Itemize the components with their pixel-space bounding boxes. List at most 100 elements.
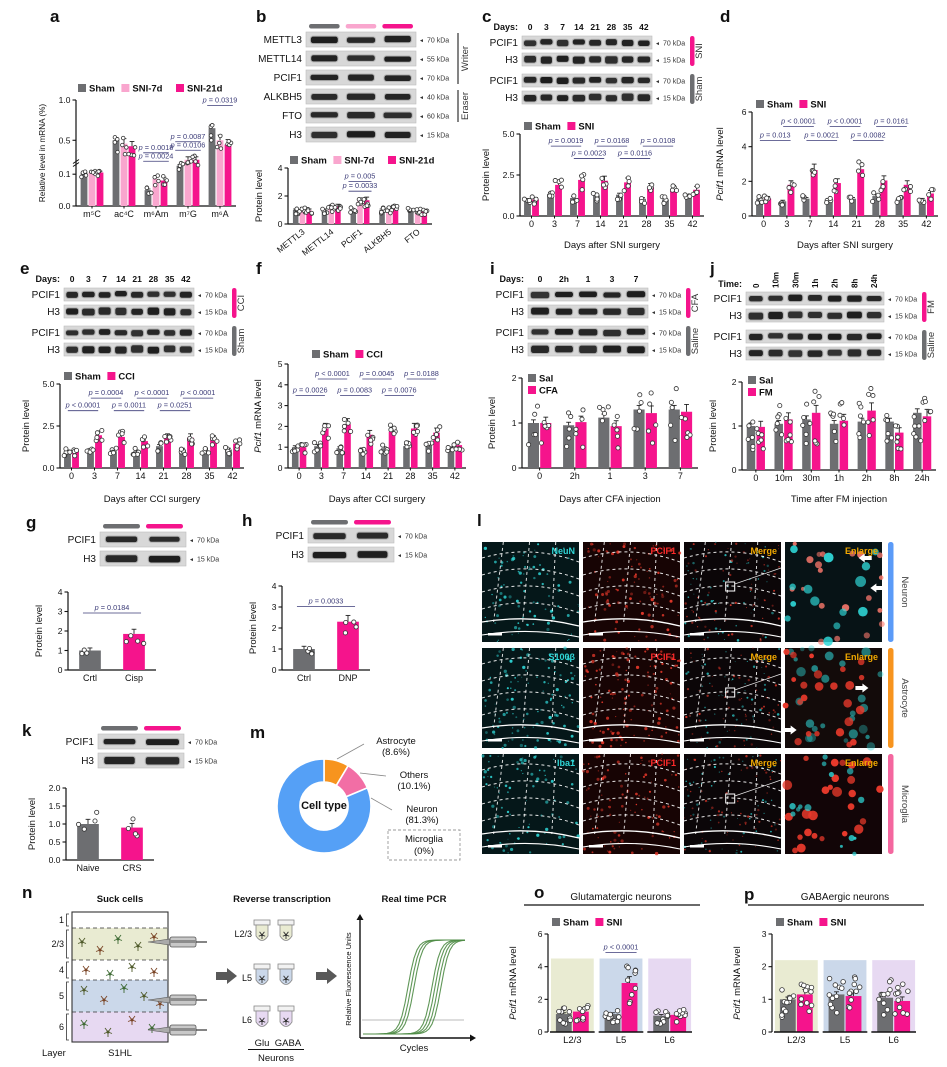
category-label: 0 xyxy=(537,471,542,481)
blot-band xyxy=(147,291,160,297)
bar xyxy=(578,179,585,216)
y-axis-label: Protein level xyxy=(248,602,259,654)
bar xyxy=(802,198,810,216)
p-value: p = 0.0168 xyxy=(594,136,630,145)
blot-band xyxy=(556,39,569,47)
group-side-label: CCI xyxy=(236,295,247,311)
protein-label: PCIF1 xyxy=(490,38,519,49)
panel-d-label: d xyxy=(720,7,731,26)
blot-strip xyxy=(307,527,395,544)
bar xyxy=(123,633,145,670)
y-axis-label: Protein level xyxy=(481,149,492,201)
svg-text:2: 2 xyxy=(272,623,277,633)
svg-text:0.0: 0.0 xyxy=(43,463,55,473)
kda-label: 70 kDa xyxy=(427,76,449,83)
roi-box xyxy=(725,793,736,804)
blot-band xyxy=(768,311,783,320)
y-axis-label: Pcif1 mRNA level xyxy=(508,946,519,1019)
data-dots xyxy=(556,963,688,1027)
blot-band xyxy=(578,308,598,315)
tube-icon xyxy=(255,1010,269,1027)
bar xyxy=(616,194,623,216)
bar xyxy=(202,451,209,468)
panel-k-label: k xyxy=(22,721,32,740)
svg-text:SNI: SNI xyxy=(810,100,826,111)
blot-band xyxy=(540,56,552,64)
svg-text:2.5: 2.5 xyxy=(43,421,55,431)
category-label: 1h xyxy=(834,473,844,483)
p-value: p = 0.0116 xyxy=(617,148,652,157)
tile-label: NeuN xyxy=(551,546,575,556)
blot-band xyxy=(579,291,597,298)
protein-label: PCIF1 xyxy=(32,328,61,339)
kda-arrow-icon: ◄ xyxy=(189,557,194,563)
bar xyxy=(176,165,184,206)
panel-e-label: e xyxy=(20,259,30,278)
svg-text:0: 0 xyxy=(762,1027,767,1037)
data-dots xyxy=(293,197,430,217)
blot-band xyxy=(621,39,634,47)
category-label: 8h xyxy=(889,473,899,483)
group-color-bar xyxy=(103,524,140,529)
blot-band xyxy=(621,76,634,84)
blot-band xyxy=(147,307,160,315)
pcr-curve xyxy=(363,939,466,1035)
category-label: L6 xyxy=(888,1035,899,1046)
kda-label: 70 kDa xyxy=(659,331,681,338)
panel-l-tile-microglia-3: Enlarge xyxy=(782,754,884,856)
svg-text:1.0: 1.0 xyxy=(49,819,61,829)
svg-text:Sal: Sal xyxy=(539,374,553,385)
blot-band xyxy=(347,55,375,61)
scale-bar xyxy=(589,739,603,742)
p-values: p < 0.0001 xyxy=(603,943,638,954)
panel-a-label: a xyxy=(50,7,60,26)
bars xyxy=(80,124,232,206)
category-label: 3 xyxy=(552,219,557,229)
group-color-bar xyxy=(345,24,377,29)
kda-label: 15 kDa xyxy=(205,348,227,355)
blot-band xyxy=(163,345,176,353)
panel-l-rowbar-neuron: Neuron xyxy=(888,542,910,642)
bar xyxy=(787,184,795,216)
bar xyxy=(913,412,922,470)
blot-band xyxy=(383,112,412,119)
kda-label: 15 kDa xyxy=(659,348,681,355)
blot-band xyxy=(555,308,573,315)
blot-band xyxy=(313,533,346,540)
lane-label: 0 xyxy=(538,274,543,284)
bar xyxy=(774,423,783,470)
p-values: p < 0.0001 p < 0.0001 p = 0.0161 p = 0.013 p… xyxy=(759,117,909,141)
p-value: p = 0.0087 xyxy=(170,132,206,141)
p-value: p = 0.0024 xyxy=(138,151,174,160)
bar xyxy=(350,210,357,224)
panel-k-chart: 0.0 0.5 1.0 1.5 2.0 Protein level Naive CRS xyxy=(27,783,154,873)
bars xyxy=(293,614,359,670)
category-label: 7 xyxy=(575,219,580,229)
category-label: FTO xyxy=(402,226,422,244)
blot-band xyxy=(540,76,553,84)
blot-band xyxy=(384,56,412,62)
p-value: p = 0.0184 xyxy=(94,603,130,612)
panel-l-rowbar-microglia: Microglia xyxy=(888,754,910,854)
svg-text:0: 0 xyxy=(278,219,283,229)
svg-text:0.0: 0.0 xyxy=(503,211,515,221)
blot-band xyxy=(787,333,803,340)
blot-band xyxy=(626,291,646,298)
bar xyxy=(306,210,312,224)
bar xyxy=(833,183,841,216)
kda-label: 70 kDa xyxy=(205,331,227,338)
blot-strip xyxy=(63,304,195,319)
bar xyxy=(532,199,539,216)
svg-text:2: 2 xyxy=(512,373,517,383)
blot-band xyxy=(866,312,882,319)
blot-band xyxy=(531,329,549,335)
bar xyxy=(133,451,140,468)
panel-l-tile-microglia-0: Iba1 xyxy=(481,753,580,854)
pcr-x-label: Cycles xyxy=(400,1043,429,1054)
blot-band xyxy=(627,307,645,316)
svg-text:0.1: 0.1 xyxy=(59,169,71,179)
category-label: m⁵C xyxy=(83,209,101,219)
